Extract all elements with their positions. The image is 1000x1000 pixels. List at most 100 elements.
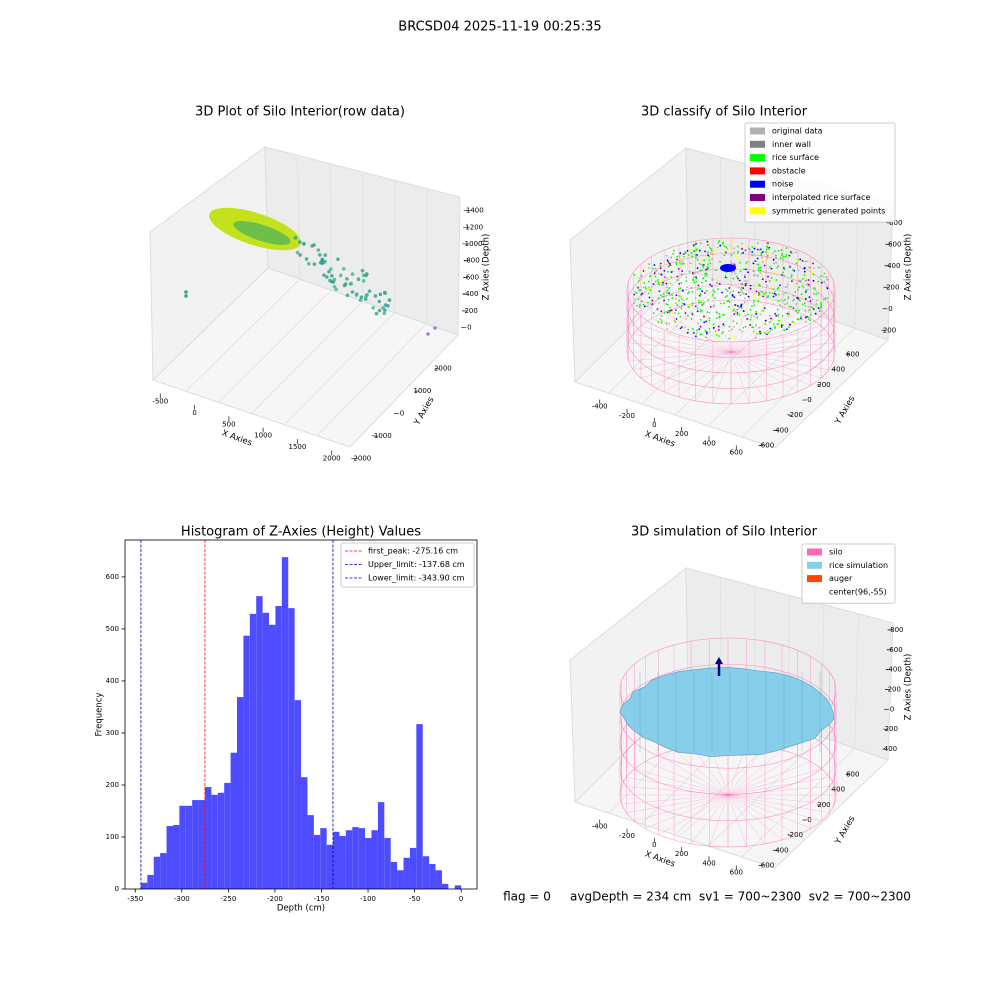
point (657, 321, 660, 324)
point (637, 298, 640, 300)
legend-swatch (750, 207, 765, 215)
point (640, 300, 643, 303)
point (691, 290, 694, 293)
point (377, 299, 382, 304)
point (775, 279, 778, 281)
legend-label: noise (772, 180, 793, 189)
silo-spoke (640, 351, 732, 379)
pane-grid (425, 188, 428, 324)
point (338, 273, 343, 278)
point (386, 303, 390, 308)
point (692, 279, 695, 282)
point (766, 246, 769, 249)
x-tick-label: -400 (592, 823, 608, 831)
point (304, 257, 309, 261)
silo-spoke (658, 794, 729, 836)
point (778, 325, 780, 328)
point (740, 242, 743, 245)
silo-spoke (727, 794, 822, 822)
point (660, 322, 663, 324)
point (739, 291, 742, 294)
point (662, 296, 665, 298)
point (754, 260, 757, 263)
point (796, 288, 799, 291)
point (679, 296, 682, 299)
point (702, 266, 705, 268)
point (745, 293, 748, 296)
rice-surface (619, 666, 835, 758)
point (790, 273, 793, 276)
point (791, 320, 794, 323)
point (759, 272, 762, 274)
point (689, 262, 692, 265)
point (805, 273, 808, 276)
point (790, 252, 793, 255)
point (715, 333, 718, 336)
point (784, 291, 787, 294)
point (803, 302, 806, 305)
axis-label: X Axies (643, 849, 676, 869)
point (681, 289, 684, 292)
point (707, 244, 710, 247)
point (682, 255, 685, 258)
point (687, 303, 690, 306)
point (708, 311, 711, 314)
point (817, 266, 820, 269)
point (695, 242, 697, 245)
x-axis-label: Depth (cm) (277, 904, 325, 914)
y-tick-label: 200 (817, 801, 830, 809)
silo-spoke (640, 325, 732, 353)
point (780, 324, 783, 327)
point (817, 298, 820, 301)
bar (435, 870, 442, 889)
point (709, 283, 712, 286)
point (763, 293, 766, 295)
point (695, 280, 698, 283)
point (642, 286, 645, 289)
z-tick-label: -800 (464, 257, 480, 265)
point (812, 273, 815, 276)
point (762, 304, 765, 306)
point (804, 260, 807, 263)
point (736, 313, 739, 316)
point (777, 319, 780, 322)
point (689, 249, 692, 252)
x-tick-label: 600 (730, 868, 743, 876)
point (716, 246, 719, 249)
point (811, 298, 814, 301)
point (793, 269, 796, 272)
point (783, 274, 786, 277)
point (740, 318, 742, 321)
point (798, 309, 800, 312)
point (730, 262, 733, 265)
bar (371, 830, 378, 889)
x-tick-label: 1500 (289, 443, 307, 451)
point (657, 281, 660, 284)
point (740, 288, 743, 291)
silo-spoke (678, 306, 732, 353)
point (704, 273, 706, 275)
legend-label: rice surface (772, 153, 819, 162)
point (761, 258, 764, 260)
x-tick-label: -100 (360, 895, 376, 903)
point (697, 284, 700, 287)
legend-swatch (750, 194, 765, 201)
point (695, 276, 698, 279)
bar (345, 830, 353, 889)
point (646, 301, 649, 304)
point (737, 251, 739, 254)
point (659, 264, 662, 267)
point (826, 278, 829, 281)
silo-spoke (730, 351, 767, 401)
point (663, 264, 666, 267)
bar (269, 624, 276, 889)
bar (397, 870, 404, 889)
x-tick-label: 0 (652, 841, 656, 849)
point (794, 251, 797, 254)
legend-swatch (807, 548, 822, 556)
point (736, 275, 738, 278)
point (718, 312, 721, 315)
point (760, 256, 763, 259)
point (753, 296, 756, 299)
point (681, 260, 684, 263)
